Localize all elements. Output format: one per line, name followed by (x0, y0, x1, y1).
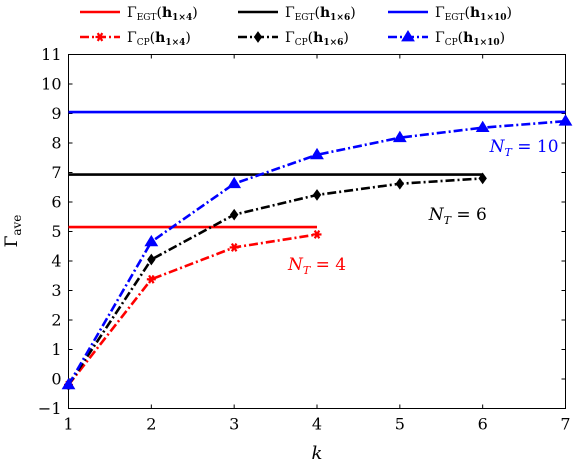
annotation-label: NT = 6 (428, 205, 487, 227)
legend-entry-3: ΓCP(h1×4) (80, 30, 191, 48)
y-axis-label: Γave (2, 215, 24, 248)
y-tick-label: 6 (51, 193, 61, 212)
legend-entry-1: ΓEGT(h1×6) (238, 5, 356, 23)
plot-frame (68, 54, 566, 409)
annotation-label: NT = 4 (287, 255, 346, 277)
data-point (227, 176, 242, 189)
legend-marker (95, 32, 105, 42)
x-tick-label: 6 (478, 415, 488, 434)
y-tick-label: 10 (41, 75, 61, 94)
series-line (67, 119, 566, 386)
series-4 (64, 172, 487, 391)
y-axis-label-symbol: Γ (2, 235, 22, 247)
annotations: NT = 4 NT = 6 NT = 10 (287, 137, 559, 277)
legend: ΓEGT(h1×4) ΓEGT(h1×6) ΓEGT(h1×10) ΓCP(h1×4)… (80, 5, 512, 48)
data-point (144, 234, 159, 247)
legend-label: ΓCP(h1×10) (435, 30, 505, 48)
legend-entry-5: ΓCP(h1×10) (388, 30, 505, 48)
y-axis-label-subscript: ave (10, 215, 24, 236)
legend-marker (401, 30, 415, 42)
data-point (478, 172, 487, 185)
y-tick-label: 9 (51, 104, 61, 123)
data-point (312, 230, 322, 239)
legend-label: ΓEGT(h1×6) (285, 5, 356, 23)
series-3 (64, 230, 322, 390)
legend-label: ΓEGT(h1×4) (127, 5, 198, 23)
series-group (61, 110, 573, 391)
data-point (395, 177, 405, 190)
data-point (558, 114, 573, 126)
y-tick-label: 1 (51, 340, 61, 359)
y-tick-label: 8 (51, 134, 61, 153)
x-tick-label: 7 (560, 415, 570, 434)
y-tick-label: −1 (38, 399, 62, 418)
data-point (229, 208, 239, 221)
x-tick-label: 5 (395, 415, 405, 434)
data-point (312, 189, 322, 201)
y-tick-label: 7 (51, 163, 61, 182)
y-tick-label: 4 (51, 252, 61, 271)
x-tick-label: 3 (229, 415, 239, 434)
y-tick-label: 11 (41, 45, 61, 64)
legend-label: ΓEGT(h1×10) (435, 5, 512, 23)
data-point (392, 130, 407, 143)
data-point (229, 242, 239, 252)
y-tick-label: 2 (51, 311, 61, 330)
legend-marker (253, 31, 263, 43)
y-tick-label: 5 (51, 222, 61, 241)
y-tick-label: 0 (51, 370, 61, 389)
data-point (147, 253, 156, 266)
annotation-label: NT = 10 (489, 137, 559, 159)
y-tick-label: 3 (51, 281, 61, 300)
x-tick-label: 4 (312, 415, 322, 434)
series-line (67, 177, 483, 386)
series-line (67, 233, 318, 386)
axis-ticks: 1 2 3 4 5 6 7 −1 0 1 2 3 4 5 6 7 8 9 10 11 (38, 45, 571, 434)
x-axis-label: k (312, 443, 323, 462)
legend-entry-4: ΓCP(h1×6) (238, 30, 349, 48)
data-point (146, 274, 156, 284)
legend-entry-2: ΓEGT(h1×10) (388, 5, 512, 23)
data-point (61, 377, 76, 390)
data-point (475, 120, 490, 133)
data-point (310, 147, 324, 160)
legend-label: ΓCP(h1×4) (127, 30, 191, 48)
legend-entry-0: ΓEGT(h1×4) (80, 5, 198, 23)
x-tick-label: 2 (146, 415, 156, 434)
series-5 (61, 114, 573, 390)
legend-label: ΓCP(h1×6) (285, 30, 349, 48)
x-tick-label: 1 (63, 415, 73, 434)
